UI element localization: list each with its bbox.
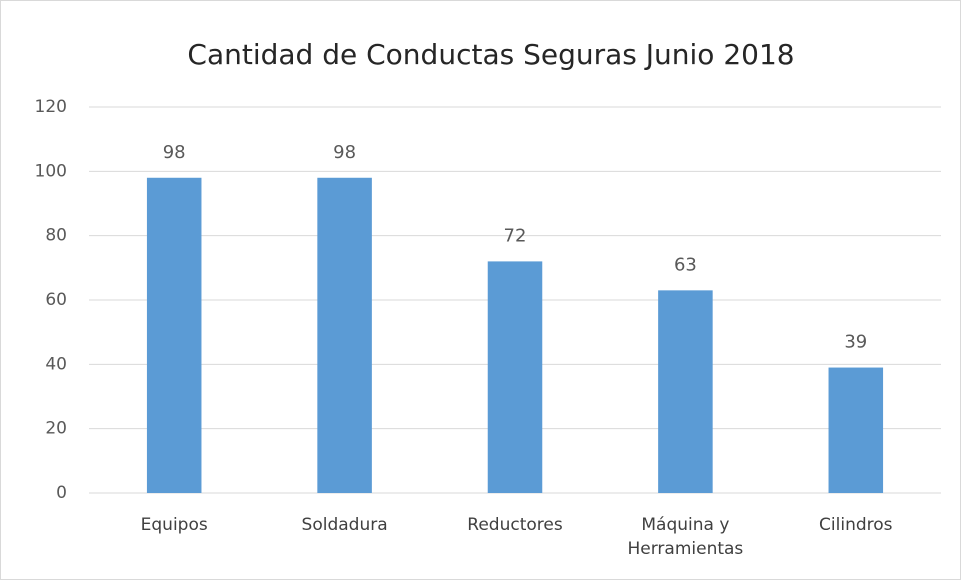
data-label: 72 [504,225,527,246]
data-label: 63 [674,254,697,275]
bar [658,290,713,493]
bar [828,367,884,493]
data-label: 98 [333,142,356,163]
chart-title: Cantidad de Conductas Seguras Junio 2018 [187,38,794,71]
x-tick-label: Reductores [467,515,563,535]
y-tick-label: 20 [45,419,67,439]
y-tick-label: 0 [56,483,67,503]
y-tick-label: 80 [45,226,67,246]
data-label: 98 [163,142,186,163]
y-tick-label: 100 [35,161,67,181]
bar [146,177,202,493]
data-label: 39 [844,332,867,353]
x-tick-label: Cilindros [819,515,893,535]
x-tick-label: Máquina y Herramientas [627,515,744,559]
x-tick-label: Soldadura [301,515,388,535]
y-tick-label: 60 [45,290,67,310]
bar [317,177,372,493]
x-tick-label: Equipos [140,515,208,535]
y-tick-label: 40 [45,354,67,374]
bar [487,261,543,493]
y-tick-label: 120 [35,97,67,117]
